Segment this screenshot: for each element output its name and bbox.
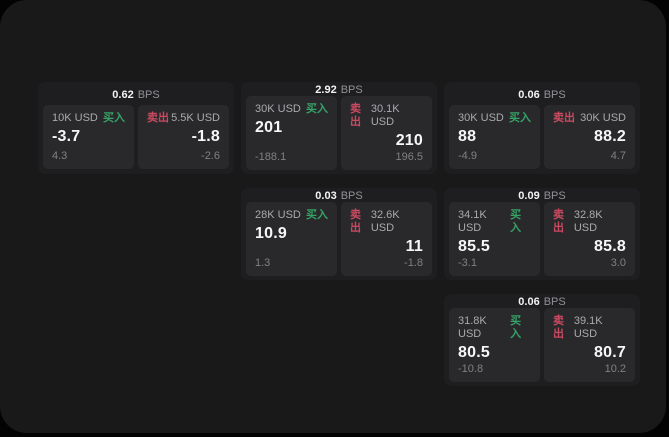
buy-price: -3.7 xyxy=(52,128,81,145)
quote-card: 0.03 BPS 28K USD 买入 10.9 1.3 卖出 32.6K US… xyxy=(241,188,437,280)
quote-card: 0.62 BPS 10K USD 买入 -3.7 4.3 卖出 5.5K USD xyxy=(38,82,234,174)
card-body: 28K USD 买入 10.9 1.3 卖出 32.6K USD 11 -1.8 xyxy=(241,202,437,281)
bps-value: 2.92 xyxy=(315,84,337,96)
sell-change: -2.6 xyxy=(201,150,220,162)
bps-header: 0.09 BPS xyxy=(444,188,640,202)
quote-card: 0.06 BPS 31.8K USD 买入 80.5 -10.8 卖出 39.1… xyxy=(444,294,640,386)
buy-change: 4.3 xyxy=(52,150,68,162)
buy-pane[interactable]: 34.1K USD 买入 85.5 -3.1 xyxy=(449,202,540,276)
sell-change: 3.0 xyxy=(610,257,626,269)
card-body: 30K USD 买入 88 -4.9 卖出 30K USD 88.2 4.7 xyxy=(444,105,640,174)
buy-side-label: 买入 xyxy=(510,315,522,340)
buy-pane[interactable]: 10K USD 买入 -3.7 4.3 xyxy=(43,105,134,169)
sell-size: 5.5K USD xyxy=(171,112,220,124)
bps-header: 0.62 BPS xyxy=(38,82,234,105)
buy-change: 1.3 xyxy=(255,257,271,269)
sell-change: 10.2 xyxy=(604,363,626,375)
sell-price: 80.7 xyxy=(594,344,626,361)
buy-size: 30K USD xyxy=(255,103,301,115)
sell-change: 196.5 xyxy=(395,151,423,163)
sell-price: -1.8 xyxy=(191,128,220,145)
buy-pane[interactable]: 31.8K USD 买入 80.5 -10.8 xyxy=(449,308,540,382)
bps-unit-label: BPS xyxy=(340,190,363,202)
bps-value: 0.62 xyxy=(112,88,134,101)
sell-price: 210 xyxy=(395,132,423,149)
bps-value: 0.03 xyxy=(315,190,337,202)
bps-header: 0.03 BPS xyxy=(241,188,437,202)
sell-side-label: 卖出 xyxy=(553,112,575,124)
sell-side-label: 卖出 xyxy=(350,209,361,234)
bps-header: 0.06 BPS xyxy=(444,82,640,105)
buy-price: 201 xyxy=(255,119,283,136)
buy-side-label: 买入 xyxy=(103,112,125,124)
sell-size: 39.1K USD xyxy=(573,315,603,340)
bps-header: 0.06 BPS xyxy=(444,294,640,308)
quote-card: 0.09 BPS 34.1K USD 买入 85.5 -3.1 卖出 32.8K… xyxy=(444,188,640,280)
buy-price: 80.5 xyxy=(458,344,490,361)
sell-side-label: 卖出 xyxy=(553,209,564,234)
buy-size: 31.8K USD xyxy=(458,315,487,340)
buy-price: 85.5 xyxy=(458,238,490,255)
buy-side-label: 买入 xyxy=(510,209,522,234)
bps-unit-label: BPS xyxy=(543,190,566,202)
buy-side-label: 买入 xyxy=(306,103,328,115)
quote-card-grid: 0.62 BPS 10K USD 买入 -3.7 4.3 卖出 5.5K USD xyxy=(38,82,640,386)
sell-size: 32.6K USD xyxy=(370,209,400,234)
buy-size: 30K USD xyxy=(458,112,504,124)
sell-change: 4.7 xyxy=(610,150,626,162)
sell-side-label: 卖出 xyxy=(147,112,169,124)
sell-change: -1.8 xyxy=(404,257,423,269)
quote-card: 2.92 BPS 30K USD 买入 201 -188.1 卖出 30.1K … xyxy=(241,82,437,174)
bps-value: 0.09 xyxy=(518,190,540,202)
card-body: 34.1K USD 买入 85.5 -3.1 卖出 32.8K USD 85.8… xyxy=(444,202,640,281)
buy-size: 34.1K USD xyxy=(458,209,487,234)
sell-price: 11 xyxy=(405,238,423,255)
buy-pane[interactable]: 28K USD 买入 10.9 1.3 xyxy=(246,202,337,276)
sell-pane[interactable]: 卖出 32.6K USD 11 -1.8 xyxy=(341,202,432,276)
buy-pane[interactable]: 30K USD 买入 88 -4.9 xyxy=(449,105,540,169)
bps-unit-label: BPS xyxy=(340,84,363,96)
sell-pane[interactable]: 卖出 39.1K USD 80.7 10.2 xyxy=(544,308,635,382)
bps-value: 0.06 xyxy=(518,296,540,308)
card-body: 31.8K USD 买入 80.5 -10.8 卖出 39.1K USD 80.… xyxy=(444,308,640,387)
buy-price: 88 xyxy=(458,128,477,145)
buy-change: -10.8 xyxy=(458,363,484,375)
buy-side-label: 买入 xyxy=(306,209,328,221)
sell-pane[interactable]: 卖出 32.8K USD 85.8 3.0 xyxy=(544,202,635,276)
sell-price: 85.8 xyxy=(594,238,626,255)
card-body: 30K USD 买入 201 -188.1 卖出 30.1K USD 210 1… xyxy=(241,96,437,175)
bps-unit-label: BPS xyxy=(543,296,566,308)
sell-size: 32.8K USD xyxy=(573,209,603,234)
buy-side-label: 买入 xyxy=(509,112,531,124)
buy-size: 28K USD xyxy=(255,209,301,221)
sell-size: 30.1K USD xyxy=(370,103,400,128)
card-body: 10K USD 买入 -3.7 4.3 卖出 5.5K USD -1.8 -2.… xyxy=(38,105,234,174)
buy-change: -188.1 xyxy=(255,151,287,163)
sell-side-label: 卖出 xyxy=(350,103,361,128)
buy-change: -3.1 xyxy=(458,257,477,269)
bps-value: 0.06 xyxy=(518,88,540,101)
buy-price: 10.9 xyxy=(255,225,287,242)
bps-unit-label: BPS xyxy=(137,88,160,101)
sell-size: 30K USD xyxy=(580,112,626,124)
bps-header: 2.92 BPS xyxy=(241,82,437,96)
sell-price: 88.2 xyxy=(594,128,626,145)
quote-card: 0.06 BPS 30K USD 买入 88 -4.9 卖出 30K USD xyxy=(444,82,640,174)
sell-side-label: 卖出 xyxy=(553,315,564,340)
sell-pane[interactable]: 卖出 5.5K USD -1.8 -2.6 xyxy=(138,105,229,169)
sell-pane[interactable]: 卖出 30.1K USD 210 196.5 xyxy=(341,96,432,170)
sell-pane[interactable]: 卖出 30K USD 88.2 4.7 xyxy=(544,105,635,169)
buy-pane[interactable]: 30K USD 买入 201 -188.1 xyxy=(246,96,337,170)
buy-change: -4.9 xyxy=(458,150,477,162)
buy-size: 10K USD xyxy=(52,112,98,124)
bps-unit-label: BPS xyxy=(543,88,566,101)
